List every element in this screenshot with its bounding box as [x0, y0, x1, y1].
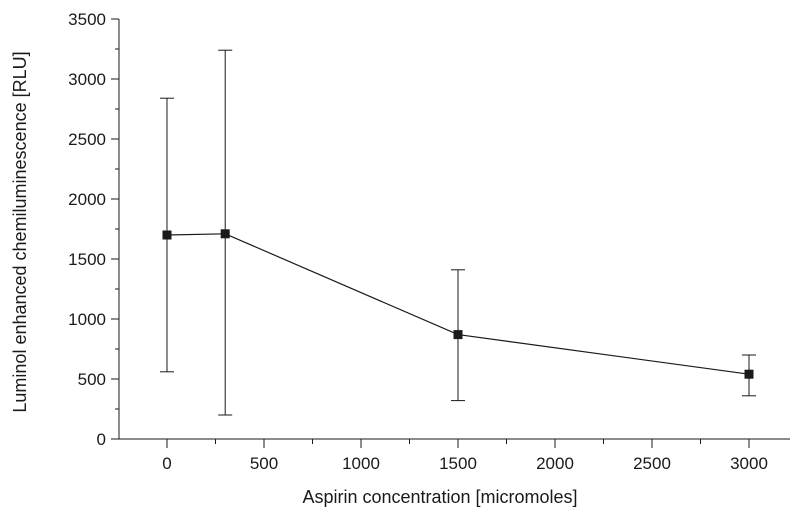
- x-tick-label: 1000: [342, 454, 380, 473]
- x-tick-label: 500: [250, 454, 278, 473]
- ticks: 0 500 1000 1500 2000 2500 3000 3500 0 500 1000 1500…: [68, 10, 768, 473]
- x-axis-label: Aspirin concentration [micromoles]: [302, 487, 577, 507]
- series-line: [166, 233, 750, 375]
- axes: [118, 19, 790, 440]
- y-axis-label: Luminol enhanced chemiluminescence [RLU]: [10, 51, 30, 412]
- data-point: [162, 230, 172, 240]
- y-tick-label: 0: [97, 430, 106, 449]
- x-tick-label: 0: [162, 454, 171, 473]
- y-tick-label: 3000: [68, 70, 106, 89]
- x-tick-label: 3000: [730, 454, 768, 473]
- data-point: [220, 229, 230, 239]
- data-series: [160, 49, 756, 416]
- y-tick-label: 2500: [68, 130, 106, 149]
- x-tick-label: 1500: [439, 454, 477, 473]
- x-tick-label: 2500: [633, 454, 671, 473]
- data-point: [453, 330, 463, 340]
- y-tick-label: 1000: [68, 310, 106, 329]
- x-tick-label: 2000: [536, 454, 574, 473]
- y-tick-label: 3500: [68, 10, 106, 29]
- y-tick-label: 2000: [68, 190, 106, 209]
- y-tick-label: 500: [78, 370, 106, 389]
- y-tick-label: 1500: [68, 250, 106, 269]
- data-point: [744, 369, 754, 379]
